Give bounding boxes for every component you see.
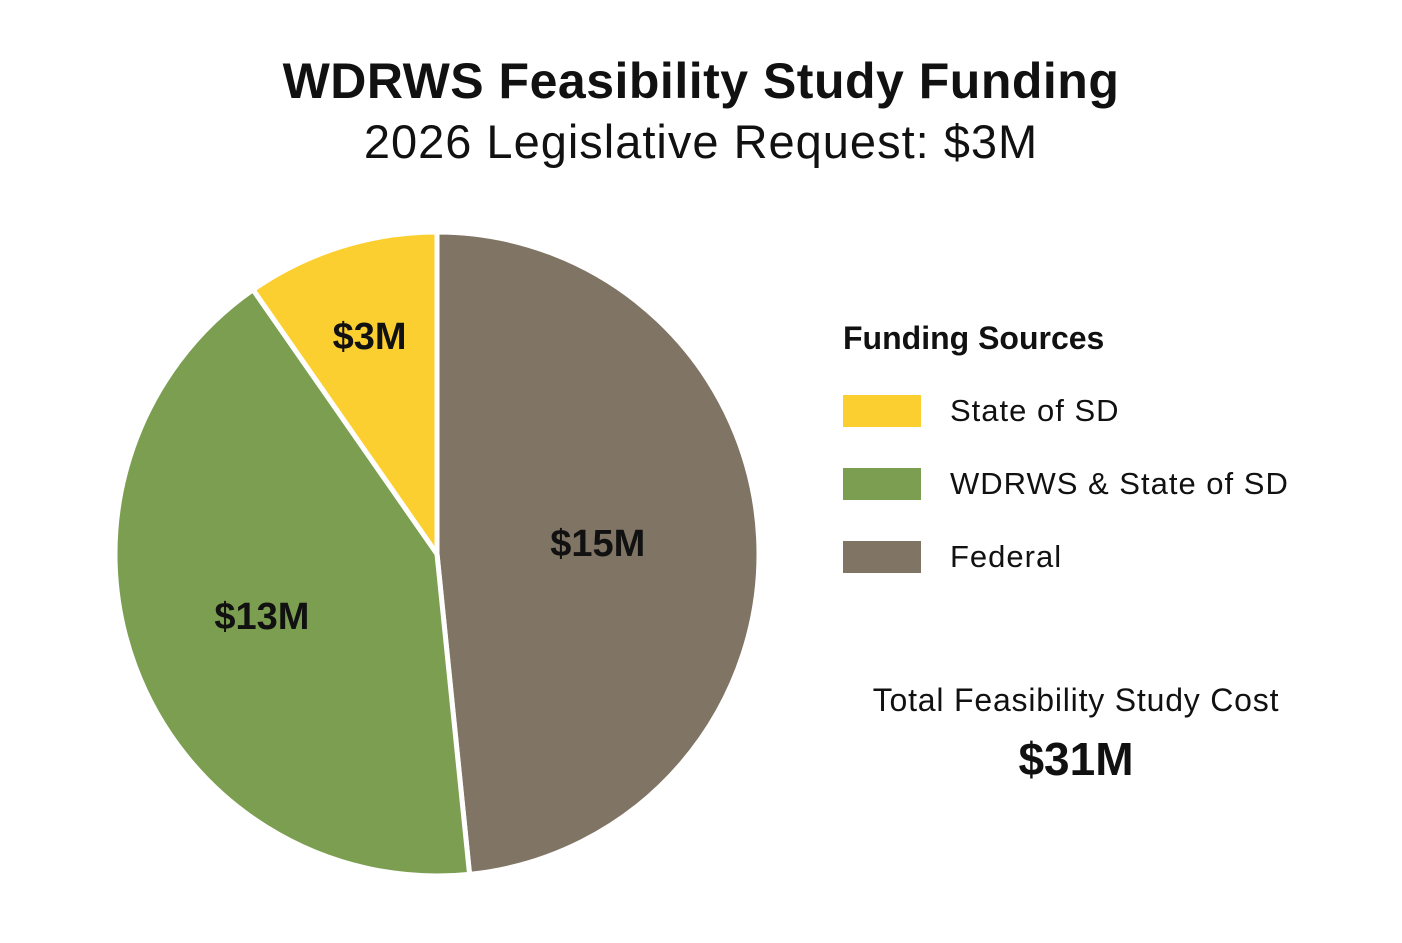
slice-label-state-of-sd: $3M [333, 316, 407, 358]
legend-label-state-of-sd: State of SD [950, 393, 1120, 428]
legend-swatch-wdrws-and-state-of-sd [843, 468, 921, 500]
total-cost-block: Total Feasibility Study Cost $31M [826, 680, 1326, 784]
legend-item-federal: Federal [843, 539, 1363, 574]
total-cost-value: $31M [1018, 733, 1134, 785]
legend-item-state-of-sd: State of SD [843, 393, 1363, 428]
legend-label-federal: Federal [950, 539, 1063, 574]
total-cost-label: Total Feasibility Study Cost [872, 682, 1280, 718]
pie-slice-federal [434, 229, 762, 877]
slice-label-wdrws-state-of-sd: $13M [214, 596, 309, 638]
pie-slice-state-of-sd [250, 229, 440, 557]
chart-title: WDRWS Feasibility Study Funding [282, 53, 1120, 109]
pie-slice-wdrws-state-of-sd [112, 287, 473, 879]
legend-title: Funding Sources [843, 320, 1105, 356]
legend-label-wdrws-and-state-of-sd: WDRWS & State of SD [950, 466, 1289, 501]
legend-swatch-federal [843, 541, 921, 573]
slice-label-federal: $15M [550, 523, 645, 565]
legend: Funding Sources State of SD WDRWS & Stat… [843, 318, 1363, 613]
legend-item-wdrws-and-state-of-sd: WDRWS & State of SD [843, 466, 1363, 501]
legend-swatch-state-of-sd [843, 395, 921, 427]
chart-subtitle: 2026 Legislative Request: $3M [363, 115, 1039, 168]
